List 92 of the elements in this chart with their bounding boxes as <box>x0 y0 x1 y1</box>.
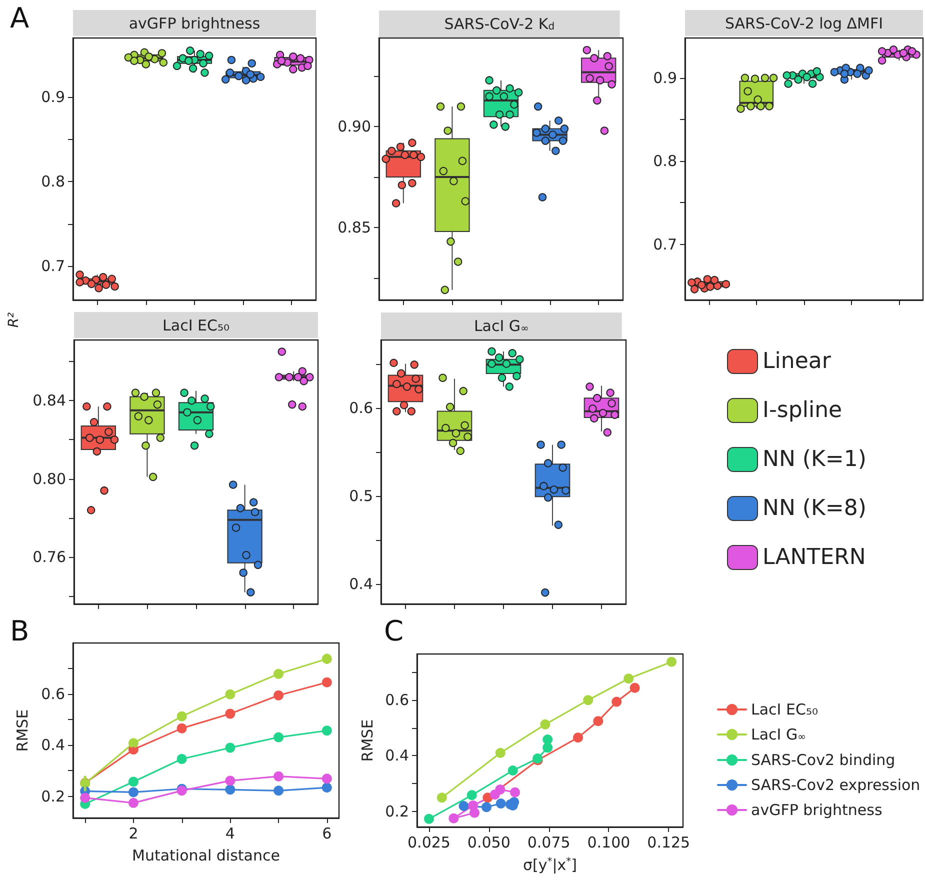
point <box>458 801 469 812</box>
y-tick-label: 0.2 <box>41 787 65 806</box>
point <box>424 814 434 824</box>
point <box>573 732 584 743</box>
point <box>510 787 520 798</box>
y-tick-label: 0.7 <box>653 235 677 254</box>
y-tick-label: 0.6 <box>349 398 373 417</box>
chart-title: LacI EC₅₀ <box>162 316 230 334</box>
point <box>482 802 492 812</box>
y-tick-label: 0.2 <box>385 802 409 821</box>
legend-label: Linear <box>762 349 832 374</box>
point <box>80 792 90 803</box>
point <box>176 711 187 722</box>
point <box>225 689 236 700</box>
chart-title: SARS-CoV-2 Kd <box>444 15 555 33</box>
x-tick-label: 0.100 <box>587 834 630 852</box>
y-tick-label: 0.6 <box>41 685 65 704</box>
point <box>225 742 236 753</box>
point <box>128 798 138 808</box>
point <box>509 797 520 808</box>
point <box>448 813 459 824</box>
point <box>322 782 332 793</box>
y-tick-label: 0.9 <box>653 68 677 87</box>
point <box>612 696 622 707</box>
y-axis-title: R² <box>6 312 22 328</box>
text: B <box>10 614 30 648</box>
point <box>495 784 506 795</box>
point <box>630 682 640 693</box>
x-tick-label: 0.125 <box>647 834 690 852</box>
point <box>322 774 332 784</box>
point <box>624 674 634 684</box>
y-axis-title: RMSE <box>14 709 32 752</box>
point <box>496 798 506 809</box>
legend-label: avGFP brightness <box>751 801 882 819</box>
legend-label: SARS-Cov2 expression <box>751 776 920 794</box>
text: C <box>384 614 404 648</box>
point <box>508 766 518 776</box>
legend-label: NN (K=8) <box>762 496 866 521</box>
point <box>274 771 284 782</box>
legend-label: NN (K=1) <box>762 447 866 472</box>
point <box>466 790 477 800</box>
y-tick-label: 0.90 <box>338 118 371 136</box>
y-tick-label: 0.4 <box>385 746 409 765</box>
x-tick-label: 0.025 <box>408 834 450 852</box>
x-tick-label: 2 <box>128 824 138 842</box>
point <box>274 732 284 742</box>
point <box>274 690 284 700</box>
legend-label: I-spline <box>762 398 842 423</box>
point <box>322 726 332 736</box>
point <box>436 792 447 803</box>
point <box>225 708 236 719</box>
point <box>128 776 138 787</box>
x-tick-label: 0.050 <box>467 834 510 852</box>
text: A <box>10 2 30 34</box>
point <box>540 719 550 730</box>
y-tick-label: 0.4 <box>349 574 373 593</box>
y-tick-label: 0.9 <box>41 88 65 106</box>
x-axis-title: Mutational distance <box>132 846 280 864</box>
legend-label: LacI EC₅₀ <box>751 700 818 718</box>
legend-label: SARS-Cov2 binding <box>751 751 896 769</box>
point <box>468 800 478 810</box>
chart-title: LacI G∞ <box>474 317 529 335</box>
y-tick-label: 0.76 <box>32 548 66 566</box>
point <box>495 748 506 758</box>
chart-title: avGFP brightness <box>128 14 260 32</box>
x-tick-label: 4 <box>225 824 235 842</box>
legend-label: LacI G∞ <box>751 726 806 744</box>
y-tick-label: 0.7 <box>41 257 65 276</box>
point <box>225 784 236 795</box>
point <box>583 695 594 706</box>
legend-label: LANTERN <box>762 545 866 570</box>
y-axis-title: RMSE <box>358 719 376 762</box>
point <box>274 786 284 796</box>
y-tick-label: 0.6 <box>385 690 409 709</box>
y-tick-label: 0.8 <box>41 172 65 191</box>
x-tick-label: 0.075 <box>527 834 570 852</box>
point <box>593 716 604 726</box>
point <box>225 776 236 786</box>
y-tick-label: 0.84 <box>32 392 66 410</box>
x-tick-label: 6 <box>322 824 332 842</box>
y-tick-label: 0.5 <box>349 486 373 505</box>
point <box>176 754 187 764</box>
point <box>176 723 187 734</box>
chart-title: SARS-CoV-2 log ΔMFI <box>724 14 884 32</box>
point <box>128 787 138 798</box>
point <box>542 734 553 745</box>
y-tick-label: 0.8 <box>653 152 677 170</box>
point <box>666 656 676 667</box>
y-tick-label: 0.4 <box>41 736 65 754</box>
y-tick-label: 0.85 <box>338 218 371 236</box>
y-tick-label: 0.80 <box>32 470 66 488</box>
x-axis-title: σ[y*|x*] <box>522 856 578 874</box>
